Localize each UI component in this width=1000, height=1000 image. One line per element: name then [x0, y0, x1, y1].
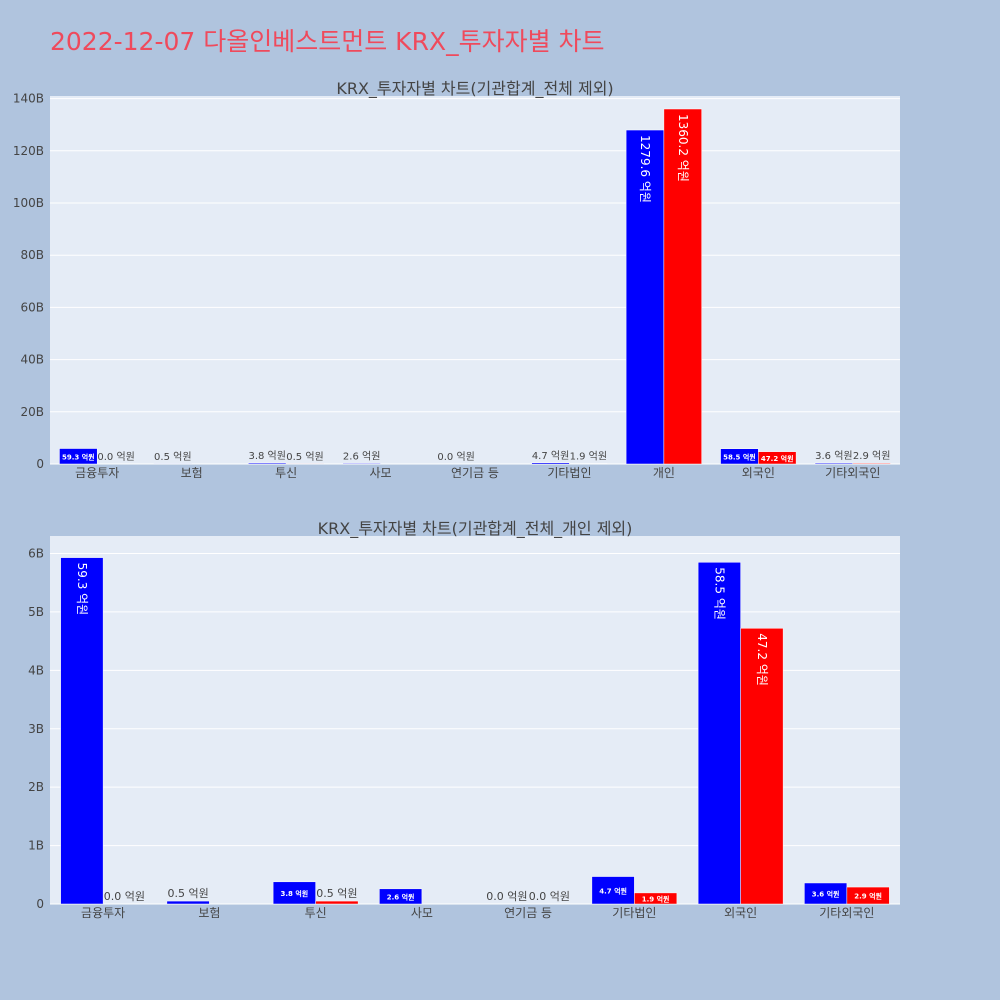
x-tick-label: 투신 — [275, 466, 297, 480]
bar-data-label: 2.6 억원 — [387, 892, 415, 901]
bar — [758, 451, 797, 465]
bar-data-label: 1360.2 억원 — [676, 114, 690, 182]
y-tick-label: 120B — [13, 144, 44, 158]
chart-title: KRX_투자자별 차트(기관합계_전체_개인 제외) — [318, 519, 633, 539]
bar — [315, 900, 359, 905]
bar-data-label: 0.5 억원 — [168, 887, 209, 900]
bar-data-label: 0.0 억원 — [486, 890, 527, 903]
y-tick-label: 140B — [13, 92, 44, 106]
y-tick-label: 4B — [28, 663, 44, 677]
bar — [60, 557, 104, 905]
bar-data-label: 2.9 억원 — [853, 450, 890, 462]
y-tick-label: 40B — [20, 353, 44, 367]
bar — [697, 562, 741, 905]
x-tick-label: 개인 — [653, 466, 675, 480]
bar-data-label: 3.6 억원 — [815, 450, 852, 462]
x-tick-label: 기타외국인 — [825, 466, 880, 480]
bar — [59, 448, 98, 465]
y-tick-label: 100B — [13, 196, 44, 210]
x-tick-label: 금융투자 — [81, 906, 125, 920]
bar — [342, 463, 381, 465]
bar — [531, 462, 570, 465]
x-tick-label: 기타법인 — [547, 466, 591, 480]
x-tick-label: 금융투자 — [75, 466, 119, 480]
bar-data-label: 4.7 억원 — [599, 886, 627, 895]
bar-data-label: 0.0 억원 — [437, 451, 474, 463]
bar-data-label: 0.5 억원 — [154, 451, 191, 463]
bar-data-label: 2.6 억원 — [343, 450, 380, 462]
y-tick-label: 2B — [28, 780, 44, 794]
bar — [634, 892, 678, 905]
bar-data-label: 3.6 억원 — [812, 889, 840, 898]
bar — [663, 108, 702, 465]
bar — [740, 628, 784, 905]
y-tick-label: 20B — [20, 405, 44, 419]
bar — [814, 462, 854, 465]
bar-data-label: 47.2 억원 — [761, 454, 794, 463]
chart-bottom: KRX_투자자별 차트(기관합계_전체_개인 제외) 0 1B 2B 3B 4B 5B 6B 금… — [28, 519, 900, 920]
x-tick-label: 보험 — [198, 906, 220, 920]
bar — [248, 462, 287, 465]
bar-data-label: 1.9 억원 — [570, 451, 607, 463]
bar — [625, 129, 665, 465]
plot-area — [50, 96, 900, 464]
bar-data-label: 0.0 억원 — [97, 451, 134, 463]
bar-data-label: 58.5 억원 — [712, 567, 726, 620]
x-tick-label: 사모 — [411, 906, 433, 920]
bar — [272, 881, 316, 905]
y-tick-label: 80B — [20, 248, 44, 262]
chart-top: KRX_투자자별 차트(기관합계_전체 제외) 0 20B 40B 60B 80B 100B… — [13, 79, 900, 480]
bar-data-label: 59.3 억원 — [62, 452, 95, 461]
bar — [846, 886, 890, 905]
bar-data-label: 1279.6 억원 — [638, 135, 652, 203]
bar-data-label: 1.9 억원 — [642, 894, 670, 903]
x-tick-label: 사모 — [370, 466, 392, 480]
x-tick-label: 연기금 등 — [504, 906, 552, 920]
x-tick-label: 기타법인 — [612, 906, 656, 920]
y-tick-label: 0 — [36, 897, 44, 911]
bar-data-label: 58.5 억원 — [723, 452, 756, 461]
y-tick-label: 60B — [20, 300, 44, 314]
x-tick-label: 보험 — [181, 466, 203, 480]
x-tick-label: 기타외국인 — [819, 906, 874, 920]
y-tick-label: 6B — [28, 547, 44, 561]
bar-data-label: 3.8 억원 — [281, 889, 309, 898]
bar-data-label: 4.7 억원 — [532, 450, 569, 462]
bar-data-label: 3.8 억원 — [248, 450, 285, 462]
y-tick-label: 3B — [28, 722, 44, 736]
bar-data-label: 0.5 억원 — [286, 451, 323, 463]
bar-data-label: 2.9 억원 — [854, 892, 882, 901]
bar — [591, 876, 635, 905]
bar — [852, 462, 891, 465]
chart-title: KRX_투자자별 차트(기관합계_전체 제외) — [336, 79, 613, 99]
x-tick-label: 외국인 — [724, 906, 757, 920]
bar-data-label: 47.2 억원 — [755, 633, 769, 686]
y-tick-label: 5B — [28, 605, 44, 619]
x-tick-label: 투신 — [305, 906, 327, 920]
y-tick-label: 1B — [28, 839, 44, 853]
bar — [379, 888, 423, 905]
bar-data-label: 0.0 억원 — [104, 890, 145, 903]
x-tick-label: 외국인 — [742, 466, 775, 480]
bar-data-label: 0.0 억원 — [529, 890, 570, 903]
y-tick-label: 0 — [36, 457, 44, 471]
page-title: 2022-12-07 다올인베스트먼트 KRX_투자자별 차트 — [50, 27, 605, 56]
bar-data-label: 0.5 억원 — [316, 887, 357, 900]
bar-data-label: 59.3 억원 — [75, 563, 89, 616]
x-tick-label: 연기금 등 — [451, 466, 499, 480]
bar — [166, 900, 210, 905]
